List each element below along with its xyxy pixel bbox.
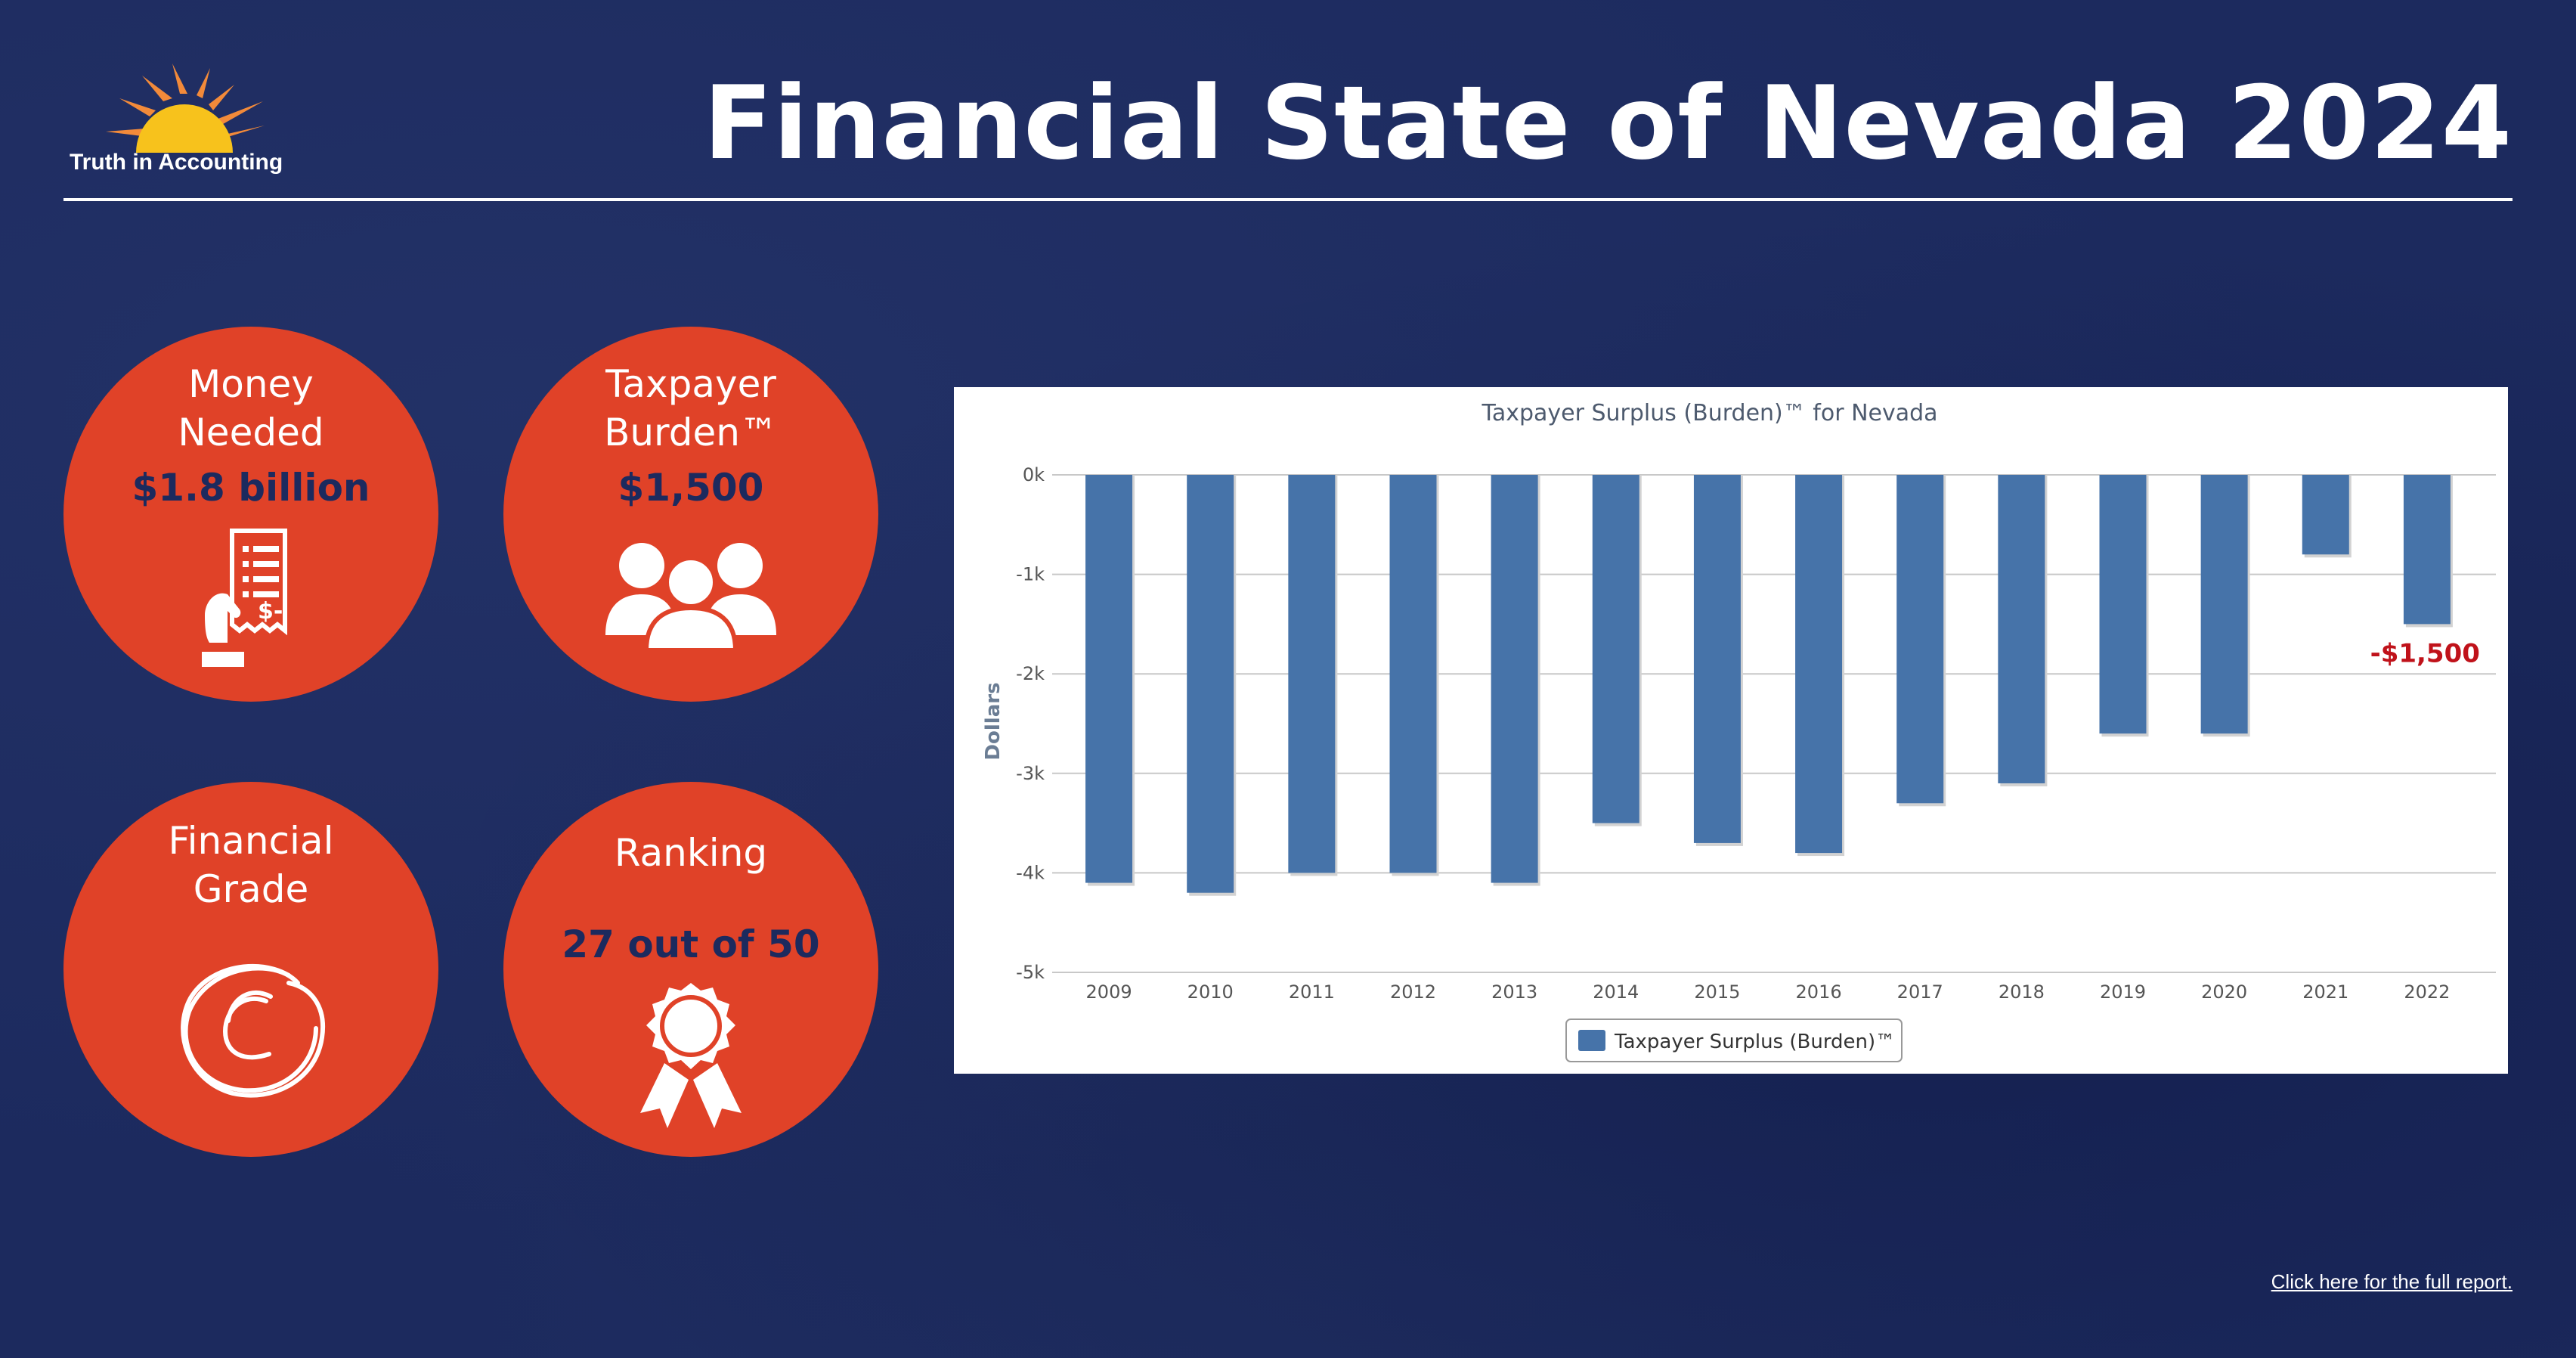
x-tick-label: 2014	[1593, 981, 1639, 1003]
header-divider	[63, 198, 2513, 201]
y-tick-label: 0k	[1023, 464, 1045, 485]
people-group-icon	[605, 543, 776, 652]
x-tick-label: 2020	[2201, 981, 2247, 1003]
taxpayer-burden-label-line2: Burden™	[604, 411, 778, 454]
y-tick-label: -4k	[1016, 862, 1045, 883]
grid-lines	[1052, 474, 2496, 973]
legend-label: Taxpayer Surplus (Burden)™	[1614, 1031, 1895, 1053]
x-tick-label: 2013	[1491, 981, 1537, 1003]
y-tick-labels: 0k -1k -2k -3k -4k -5k	[1016, 464, 1045, 983]
bar-2015[interactable]	[1693, 475, 1741, 843]
ranking-label: Ranking	[614, 831, 768, 875]
grade-c-icon	[181, 963, 326, 1098]
chart-title: Taxpayer Surplus (Burden)™ for Nevada	[1481, 400, 1937, 426]
ranking-value: 27 out of 50	[562, 922, 820, 966]
y-tick-label: -1k	[1016, 564, 1045, 585]
bar-2013[interactable]	[1491, 475, 1538, 883]
financial-grade-label-line1: Financial	[168, 819, 334, 863]
bar-2014[interactable]	[1592, 475, 1639, 823]
x-tick-label: 2015	[1694, 981, 1740, 1003]
bar-2019[interactable]	[2099, 475, 2147, 734]
x-tick-label: 2011	[1289, 981, 1335, 1003]
x-tick-label: 2012	[1390, 981, 1436, 1003]
financial-grade-card: Financial Grade	[63, 782, 438, 1157]
legend-swatch	[1578, 1030, 1605, 1051]
bar-2009[interactable]	[1085, 475, 1133, 883]
bar-2016[interactable]	[1795, 475, 1843, 854]
x-tick-label: 2019	[2100, 981, 2146, 1003]
sun-logo-icon	[106, 64, 265, 153]
chart-card: Taxpayer Surplus (Burden)™ for Nevada Do…	[954, 387, 2508, 1074]
ranking-card: Ranking 27 out of 50	[503, 782, 878, 1157]
logo-text: Truth in Accounting	[70, 150, 283, 175]
y-tick-label: -5k	[1016, 962, 1045, 983]
award-ribbon-icon	[640, 983, 742, 1128]
receipt-hand-icon: $-	[202, 529, 287, 667]
financial-grade-label-line2: Grade	[193, 867, 309, 911]
bar-2018[interactable]	[1998, 475, 2045, 783]
bar-2021[interactable]	[2302, 475, 2349, 555]
x-tick-label: 2022	[2404, 981, 2450, 1003]
y-axis-label: Dollars	[982, 682, 1005, 760]
x-tick-label: 2021	[2302, 981, 2348, 1003]
money-needed-value: $1.8 billion	[132, 466, 370, 510]
legend[interactable]: Taxpayer Surplus (Burden)™	[1565, 1018, 1903, 1062]
money-needed-card: Money Needed $1.8 billion $-	[63, 327, 438, 702]
annotations: -$1,500	[2370, 638, 2480, 668]
x-tick-label: 2016	[1796, 981, 1842, 1003]
bar-2010[interactable]	[1187, 475, 1234, 893]
bar-2012[interactable]	[1389, 475, 1437, 873]
x-tick-labels: 2009 2010 2011 2012 2013 2014 2015 2016 2017 2018…	[1086, 981, 2451, 1003]
x-tick-label: 2018	[1999, 981, 2045, 1003]
legend-box	[1565, 1018, 1903, 1062]
money-needed-label-line2: Needed	[178, 411, 324, 454]
full-report-link[interactable]: Click here for the full report.	[2271, 1270, 2513, 1293]
x-tick-label: 2009	[1086, 981, 1132, 1003]
money-needed-label-line1: Money	[188, 362, 314, 406]
bar-2022[interactable]	[2403, 475, 2451, 625]
y-tick-label: -3k	[1016, 763, 1045, 784]
data-label-callout: -$1,500	[2370, 638, 2480, 668]
bar-chart: Taxpayer Surplus (Burden)™ for Nevada Do…	[982, 400, 2496, 1062]
bar-2020[interactable]	[2200, 475, 2248, 734]
bars	[1085, 475, 2453, 896]
bar-2011[interactable]	[1288, 475, 1336, 873]
taxpayer-burden-card: Taxpayer Burden™ $1,500	[503, 327, 878, 702]
svg-text:$-: $-	[258, 598, 283, 625]
y-tick-label: -2k	[1016, 663, 1045, 684]
x-tick-label: 2010	[1187, 981, 1234, 1003]
taxpayer-burden-value: $1,500	[618, 466, 764, 510]
bar-2017[interactable]	[1896, 475, 1944, 804]
page-title: Financial State of Nevada 2024	[703, 64, 2513, 182]
taxpayer-burden-label-line1: Taxpayer	[605, 362, 776, 406]
x-tick-label: 2017	[1897, 981, 1943, 1003]
